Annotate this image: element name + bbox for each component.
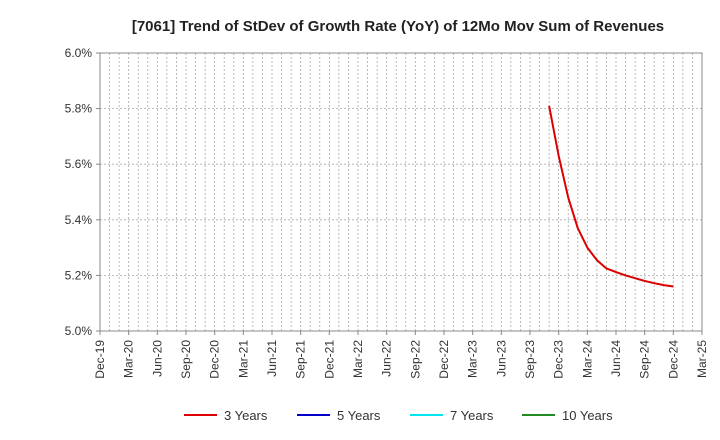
x-tick-label: Dec-20 xyxy=(208,340,222,379)
x-tick-label: Sep-21 xyxy=(294,340,308,379)
x-tick-label: Jun-24 xyxy=(609,340,623,377)
x-axis: Dec-19 Mar-20 Jun-20 Sep-20 Dec-20 Mar-21 Jun-… xyxy=(93,331,709,379)
y-tick-label: 6.0% xyxy=(65,46,93,60)
x-tick-label: Dec-22 xyxy=(437,340,451,379)
y-tick-label: 5.0% xyxy=(65,324,93,338)
y-axis: 6.0% 5.8% 5.6% 5.4% 5.2% 5.0% xyxy=(65,46,100,338)
legend-label-5-years: 5 Years xyxy=(337,408,381,423)
legend-label-10-years: 10 Years xyxy=(562,408,613,423)
series-line-3-years xyxy=(548,105,674,288)
legend: 3 Years 5 Years 7 Years 10 Years xyxy=(184,408,613,423)
x-tick-label: Mar-23 xyxy=(466,340,480,378)
x-tick-label: Sep-23 xyxy=(523,340,537,379)
x-tick-label: Dec-23 xyxy=(552,340,566,379)
x-tick-label: Mar-25 xyxy=(695,340,709,378)
x-tick-label: Dec-21 xyxy=(322,340,336,379)
y-tick-label: 5.6% xyxy=(65,157,93,171)
x-tick-label: Dec-24 xyxy=(666,340,680,379)
x-tick-label: Mar-22 xyxy=(351,340,365,378)
legend-label-7-years: 7 Years xyxy=(450,408,494,423)
x-tick-label: Dec-19 xyxy=(93,340,107,379)
x-tick-label: Jun-23 xyxy=(494,340,508,377)
x-tick-label: Mar-20 xyxy=(122,340,136,378)
x-tick-label: Jun-21 xyxy=(265,340,279,377)
y-tick-label: 5.8% xyxy=(65,102,93,116)
chart-title: [7061] Trend of StDev of Growth Rate (Yo… xyxy=(132,18,664,35)
legend-label-3-years: 3 Years xyxy=(224,408,268,423)
x-tick-label: Sep-22 xyxy=(408,340,422,379)
x-tick-label: Sep-24 xyxy=(638,340,652,379)
x-tick-label: Jun-20 xyxy=(150,340,164,377)
y-tick-label: 5.2% xyxy=(65,268,93,282)
series-layer xyxy=(548,105,674,288)
x-tick-label: Sep-20 xyxy=(179,340,193,379)
x-tick-label: Jun-22 xyxy=(380,340,394,377)
x-tick-label: Mar-21 xyxy=(236,340,250,378)
y-tick-label: 5.4% xyxy=(65,213,93,227)
x-tick-label: Mar-24 xyxy=(580,340,594,378)
grid xyxy=(100,52,702,332)
plot-frame xyxy=(99,52,703,332)
